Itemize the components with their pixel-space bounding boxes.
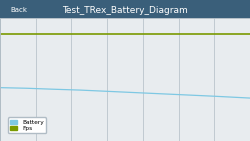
Text: Back: Back [10, 7, 27, 13]
Legend: Battery, Fps: Battery, Fps [8, 117, 46, 133]
Text: Test_TRex_Battery_Diagram: Test_TRex_Battery_Diagram [62, 6, 188, 15]
